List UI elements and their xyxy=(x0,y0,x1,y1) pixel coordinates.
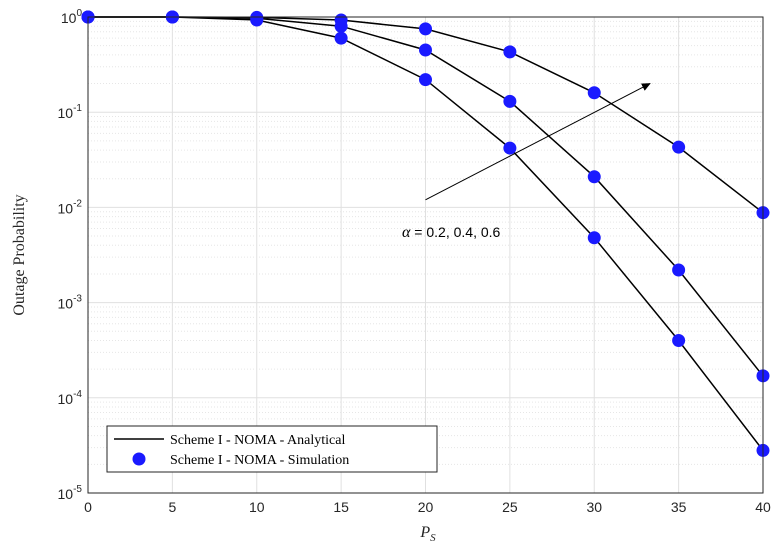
x-tick-label: 15 xyxy=(333,499,349,515)
data-point xyxy=(587,231,601,245)
y-tick-label: 100 xyxy=(61,8,83,26)
x-tick-label: 35 xyxy=(671,499,687,515)
x-tick-label: 30 xyxy=(586,499,602,515)
data-point xyxy=(587,86,601,100)
data-point xyxy=(672,263,686,277)
x-tick-label: 10 xyxy=(249,499,265,515)
y-tick-label: 10-4 xyxy=(58,389,83,407)
x-axis-label-sub: S xyxy=(430,532,436,544)
y-tick-label: 10-1 xyxy=(58,103,83,121)
data-point xyxy=(672,333,686,347)
y-tick-label: 10-2 xyxy=(58,198,83,216)
legend-label-analytical: Scheme I - NOMA - Analytical xyxy=(170,433,345,448)
x-tick-label: 40 xyxy=(755,499,771,515)
data-point xyxy=(334,13,348,27)
alpha-symbol: α xyxy=(402,224,411,241)
y-tick-labels: 100 10-1 10-2 10-3 10-4 10-5 xyxy=(58,8,83,502)
legend-label-simulation: Scheme I - NOMA - Simulation xyxy=(170,453,349,468)
legend: Scheme I - NOMA - Analytical Scheme I - … xyxy=(106,425,438,473)
x-axis-label: PS xyxy=(419,524,436,544)
x-tick-label: 5 xyxy=(168,499,176,515)
data-point xyxy=(419,22,432,36)
x-tick-label: 0 xyxy=(84,499,92,515)
plot-frame xyxy=(87,16,764,494)
data-point xyxy=(672,140,686,154)
legend-marker-swatch xyxy=(132,452,146,466)
data-point xyxy=(587,170,601,184)
x-axis-label-base: P xyxy=(419,524,430,541)
y-tick-label: 10-3 xyxy=(58,294,83,312)
data-point xyxy=(503,141,517,155)
data-point xyxy=(503,45,517,59)
x-tick-labels: 0 5 10 15 20 25 30 35 40 xyxy=(84,499,771,515)
x-tick-label: 20 xyxy=(418,499,434,515)
data-point xyxy=(334,31,348,45)
x-tick-label: 25 xyxy=(502,499,518,515)
data-point xyxy=(419,73,432,87)
data-point xyxy=(419,43,432,57)
data-point xyxy=(503,94,517,108)
y-tick-label: 10-5 xyxy=(58,484,83,502)
alpha-annotation: α = 0.2, 0.4, 0.6 xyxy=(402,224,501,241)
alpha-values: = 0.2, 0.4, 0.6 xyxy=(410,224,500,240)
annotation-arrow xyxy=(425,83,651,201)
legend-box xyxy=(106,425,438,473)
y-axis-label: Outage Probability xyxy=(11,194,28,315)
